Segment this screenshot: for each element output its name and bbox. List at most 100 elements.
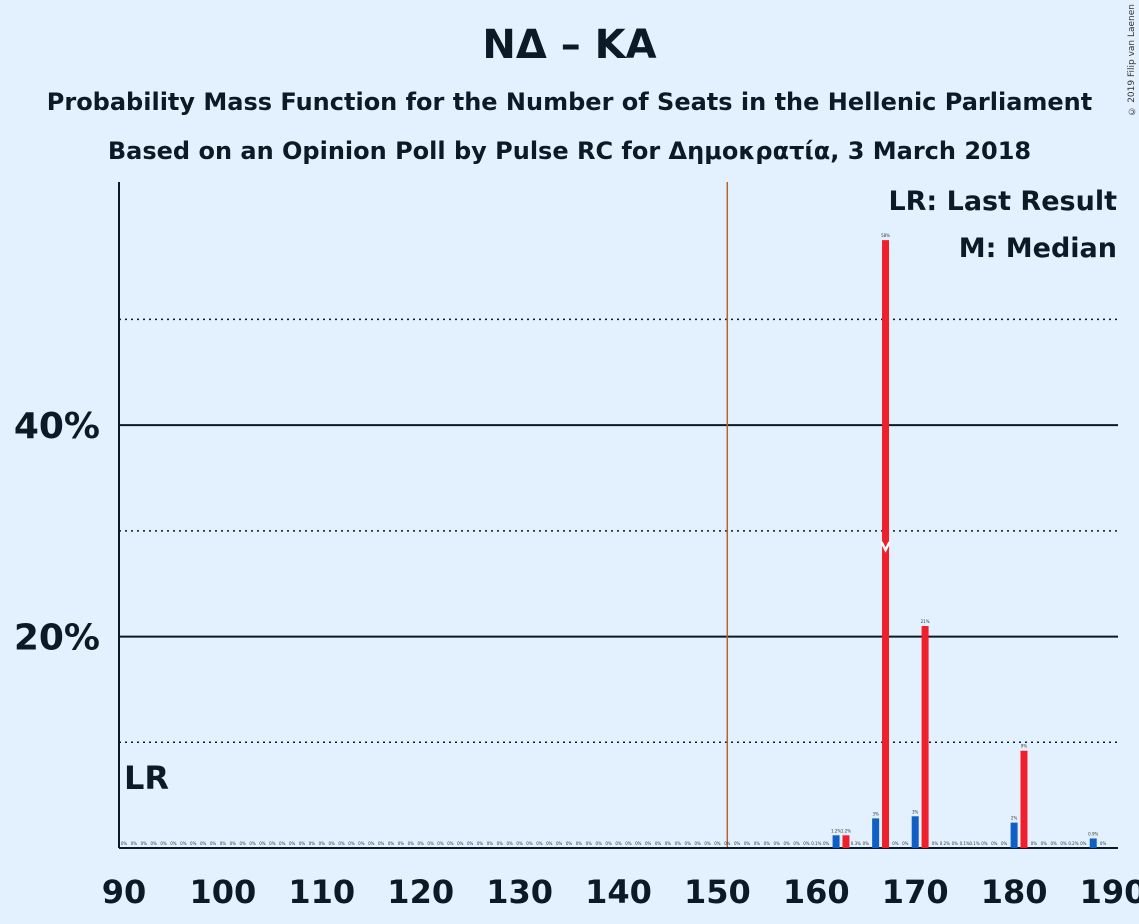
bar-red-167 — [882, 240, 890, 849]
bar-blue-170 — [911, 816, 919, 848]
bar-label-95: 0% — [170, 841, 177, 846]
bar-label-106: 0% — [279, 841, 286, 846]
bar-label-109: 0% — [309, 841, 316, 846]
x-tick-label-140: 140 — [585, 873, 652, 911]
bar-label-135: 0% — [566, 841, 573, 846]
bar-label-151: 0% — [724, 841, 731, 846]
bar-label-185: 0% — [1060, 841, 1067, 846]
bar-label-117: 0% — [388, 841, 395, 846]
bar-label-red-181: 9% — [1021, 744, 1028, 749]
x-tick-label-130: 130 — [486, 873, 553, 911]
bar-red-181 — [1020, 750, 1028, 848]
chart-subtitle-2: Based on an Opinion Poll by Pulse RC for… — [107, 137, 1032, 165]
bar-label-101: 0% — [230, 841, 237, 846]
bar-label-90: 0% — [121, 841, 128, 846]
bar-label-123: 0% — [447, 841, 454, 846]
last-result-label: LR — [124, 759, 169, 797]
bar-label-178: 0% — [991, 841, 998, 846]
bar-label-168: 0% — [892, 841, 899, 846]
bar-label-blue-166: 3% — [872, 811, 879, 816]
bar-label-115: 0% — [368, 841, 375, 846]
bar-red-163 — [842, 835, 850, 848]
bar-label-128: 0% — [497, 841, 504, 846]
bar-label-103: 0% — [249, 841, 256, 846]
bar-label-140: 0% — [615, 841, 622, 846]
bar-label-160: 0.1% — [811, 841, 821, 846]
x-tick-label-90: 90 — [102, 873, 147, 911]
bar-blue-188 — [1089, 838, 1097, 848]
bar-label-blue-180: 2% — [1011, 816, 1018, 821]
x-tick-label-190: 190 — [1080, 873, 1139, 911]
bar-label-187: 0% — [1080, 841, 1087, 846]
bar-label-126: 0% — [477, 841, 484, 846]
bar-blue-162 — [832, 835, 840, 848]
bar-label-98: 0% — [200, 841, 207, 846]
bar-label-184: 0% — [1050, 841, 1057, 846]
bar-label-158: 0% — [793, 841, 800, 846]
bar-label-174: 0% — [952, 841, 959, 846]
bar-label-119: 0% — [408, 841, 415, 846]
x-tick-label-100: 100 — [190, 873, 257, 911]
bar-label-127: 0% — [487, 841, 494, 846]
bar-label-104: 0% — [259, 841, 266, 846]
bar-label-157: 0% — [783, 841, 790, 846]
bar-label-112: 0% — [338, 841, 345, 846]
bar-label-143: 0% — [645, 841, 652, 846]
bar-label-155: 0% — [764, 841, 771, 846]
bar-label-148: 0% — [694, 841, 701, 846]
bar-label-122: 0% — [437, 841, 444, 846]
bar-label-130: 0% — [516, 841, 523, 846]
bar-label-153: 0% — [744, 841, 751, 846]
bar-label-164: 0.3% — [851, 841, 861, 846]
bar-label-137: 0% — [586, 841, 593, 846]
chart-subtitle-1: Probability Mass Function for the Number… — [46, 88, 1093, 116]
bar-label-169: 0% — [902, 841, 909, 846]
bar-label-175: 0.1% — [960, 841, 970, 846]
bar-label-186: 0.2% — [1068, 841, 1078, 846]
bar-label-100: 0% — [220, 841, 227, 846]
bar-label-114: 0% — [358, 841, 365, 846]
bar-label-136: 0% — [576, 841, 583, 846]
bar-label-129: 0% — [507, 841, 514, 846]
bar-label-150: 0% — [714, 841, 721, 846]
bar-label-159: 0% — [803, 841, 810, 846]
bar-label-189: 0% — [1100, 841, 1107, 846]
bar-label-118: 0% — [398, 841, 405, 846]
bar-label-red-171: 21% — [921, 619, 930, 624]
bar-label-149: 0% — [704, 841, 711, 846]
bar-label-113: 0% — [348, 841, 355, 846]
bar-label-102: 0% — [240, 841, 247, 846]
bar-label-93: 0% — [150, 841, 157, 846]
bar-label-92: 0% — [141, 841, 148, 846]
bar-label-138: 0% — [596, 841, 603, 846]
bar-label-156: 0% — [774, 841, 781, 846]
bar-label-107: 0% — [289, 841, 296, 846]
x-tick-label-110: 110 — [288, 873, 355, 911]
bar-label-179: 0% — [1001, 841, 1008, 846]
bar-label-91: 0% — [131, 841, 138, 846]
x-tick-label-120: 120 — [387, 873, 454, 911]
x-tick-label-180: 180 — [981, 873, 1048, 911]
bar-label-177: 0% — [981, 841, 988, 846]
bar-label-116: 0% — [378, 841, 385, 846]
bar-label-121: 0% — [427, 841, 434, 846]
bar-label-144: 0% — [655, 841, 662, 846]
bar-label-145: 0% — [665, 841, 672, 846]
bar-label-124: 0% — [457, 841, 464, 846]
bar-blue-180 — [1010, 822, 1018, 848]
bar-label-red-167: 58% — [881, 233, 890, 238]
bar-label-blue-188: 0.9% — [1088, 831, 1098, 836]
bar-label-132: 0% — [536, 841, 543, 846]
bar-label-142: 0% — [635, 841, 642, 846]
bar-label-96: 0% — [180, 841, 187, 846]
bar-label-147: 0% — [685, 841, 692, 846]
y-tick-label-40: 40% — [14, 406, 100, 447]
bar-label-176: 0.1% — [969, 841, 979, 846]
bar-label-172: 0% — [932, 841, 939, 846]
bar-label-120: 0% — [418, 841, 425, 846]
legend-entry-1: M: Median — [959, 233, 1117, 264]
bar-label-red-163: 1.2% — [841, 828, 851, 833]
bar-label-154: 0% — [754, 841, 761, 846]
bar-label-94: 0% — [160, 841, 167, 846]
